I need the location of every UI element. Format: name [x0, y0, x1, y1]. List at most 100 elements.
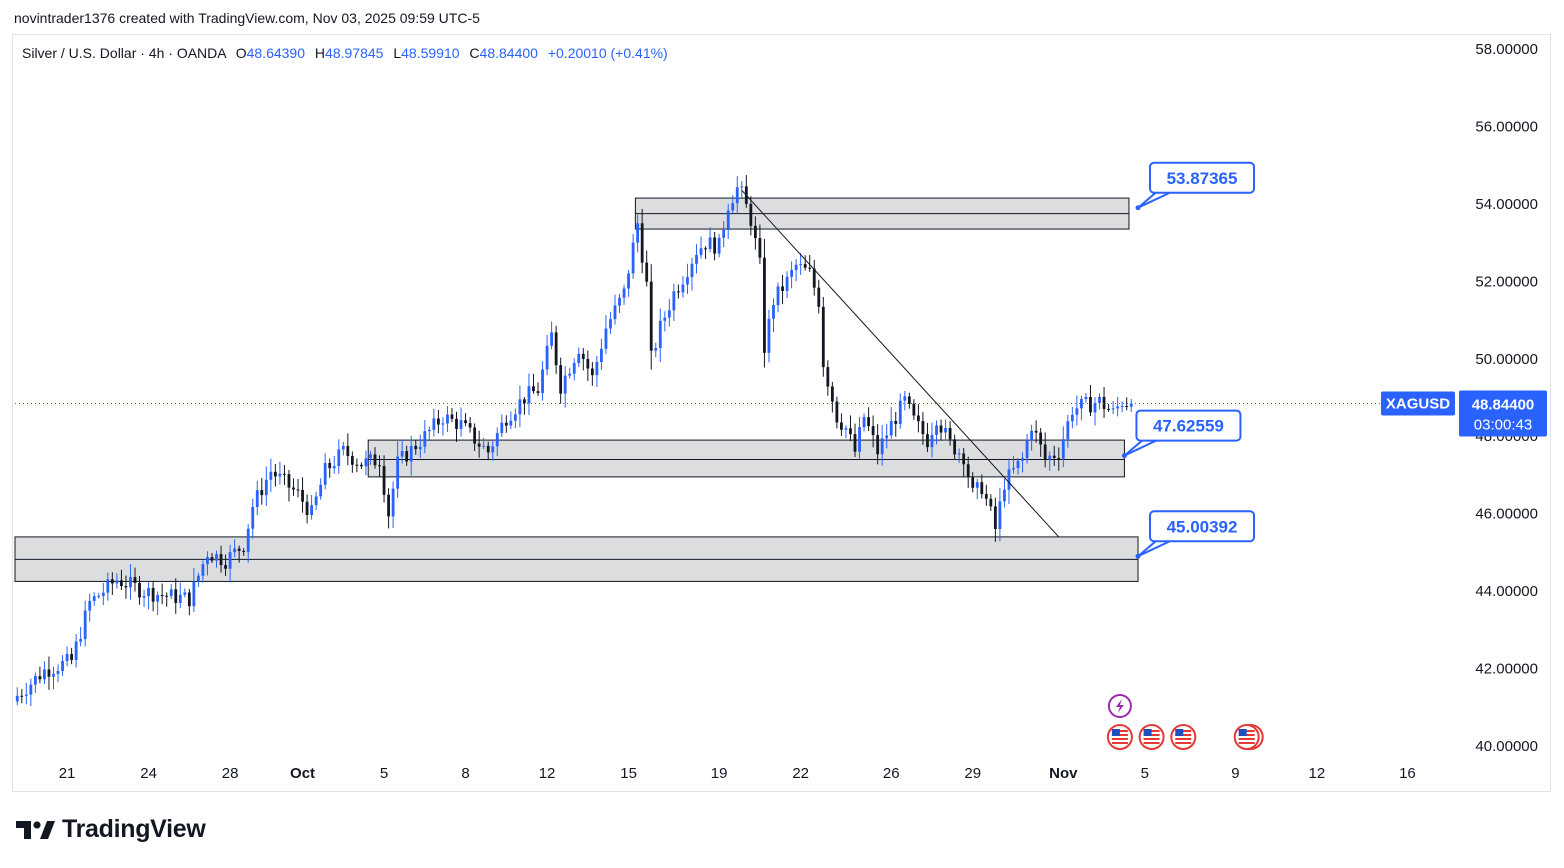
candle [957, 448, 961, 463]
x-tick-label: 26 [883, 765, 900, 782]
candle [631, 234, 635, 279]
candle [663, 311, 667, 332]
candle [532, 373, 535, 394]
us-economic-event-icon[interactable] [1106, 724, 1133, 750]
candle [835, 396, 839, 429]
candle [92, 592, 96, 606]
candle-body [396, 456, 400, 489]
candle-body [1089, 396, 1092, 413]
candle [423, 420, 427, 454]
candle [196, 572, 200, 588]
candle-body [296, 489, 300, 491]
candle [115, 573, 119, 589]
candle [1111, 400, 1115, 414]
us-economic-event-icon[interactable] [1170, 724, 1197, 750]
flash-event-icon[interactable] [1107, 694, 1132, 718]
candle [183, 588, 187, 598]
x-tick-label: 22 [792, 765, 809, 782]
candle-body [758, 238, 762, 258]
candle [156, 591, 160, 615]
x-tick-label: 12 [1309, 765, 1326, 782]
candle-body [803, 264, 807, 268]
legend-symbol[interactable]: Silver / U.S. Dollar · 4h · OANDA [22, 45, 226, 61]
chart-frame[interactable] [12, 34, 1551, 792]
candle-body [314, 496, 318, 506]
candle-body [966, 464, 970, 478]
candle-body [133, 577, 137, 583]
candle [654, 342, 658, 358]
tradingview-logo[interactable]: TradingView [16, 815, 206, 844]
candle [52, 666, 55, 690]
candle [749, 196, 753, 236]
candle-body [138, 582, 141, 598]
candle-body [92, 596, 96, 601]
candle-body [174, 589, 178, 603]
candle-body [627, 273, 630, 289]
us-economic-event-icon[interactable] [1138, 724, 1165, 750]
candle [799, 253, 803, 275]
price-callout[interactable]: 47.62559 [1121, 409, 1242, 459]
chart-credit: novintrader1376 created with TradingView… [14, 10, 480, 26]
candle [640, 208, 644, 274]
us-economic-events-icon[interactable] [1233, 724, 1264, 750]
candle [133, 567, 137, 592]
candle-body [482, 445, 486, 447]
candle-body [740, 186, 744, 188]
candle [984, 484, 988, 506]
candle-body [586, 359, 590, 369]
candle [1034, 420, 1038, 443]
candle [758, 224, 762, 265]
candle-body [885, 435, 889, 439]
symbol-price-tag[interactable]: XAGUSD [1381, 391, 1455, 416]
candle-body [500, 422, 504, 434]
candle-body [15, 695, 19, 702]
candle [840, 413, 843, 436]
candle-body [1066, 421, 1070, 440]
candle [432, 408, 436, 437]
candle [138, 576, 141, 605]
price-callout[interactable]: 45.00392 [1135, 510, 1256, 559]
candle [880, 424, 884, 466]
candle-body [301, 489, 304, 502]
candle [713, 231, 717, 261]
candle-body [1039, 432, 1043, 445]
candle [391, 481, 395, 528]
candle [468, 416, 472, 433]
candle-body [835, 401, 839, 423]
candle [600, 338, 603, 370]
candle [441, 417, 445, 436]
candle [772, 298, 775, 333]
candle-body [953, 439, 957, 455]
candle [110, 572, 114, 595]
candle-body [704, 248, 707, 250]
callout-label: 47.62559 [1153, 417, 1224, 436]
candle-body [844, 428, 848, 430]
candle-body [409, 445, 413, 462]
candle-body [459, 420, 463, 429]
x-tick-label: 12 [539, 765, 556, 782]
price-callout[interactable]: 53.87365 [1135, 161, 1256, 211]
candle [206, 551, 209, 576]
candle-body [726, 210, 730, 230]
candle [785, 271, 789, 299]
candle [1102, 387, 1106, 418]
candle [858, 416, 861, 459]
candle [948, 421, 952, 446]
candle-body [504, 422, 508, 426]
current-price-tag[interactable]: 48.84400 03:00:43 [1459, 390, 1547, 437]
candle [323, 453, 327, 490]
candle [1093, 397, 1097, 426]
candle [554, 325, 558, 374]
candle-body [554, 332, 558, 366]
candle-body [772, 305, 775, 319]
candle [1030, 424, 1034, 451]
candle-body [686, 277, 689, 285]
candle-body [536, 391, 540, 394]
candle-body [1048, 455, 1052, 460]
candle-body [790, 270, 794, 277]
candle [885, 423, 889, 449]
candle [926, 422, 929, 453]
candle-body [577, 353, 581, 364]
downtrend-line[interactable] [741, 189, 1060, 538]
